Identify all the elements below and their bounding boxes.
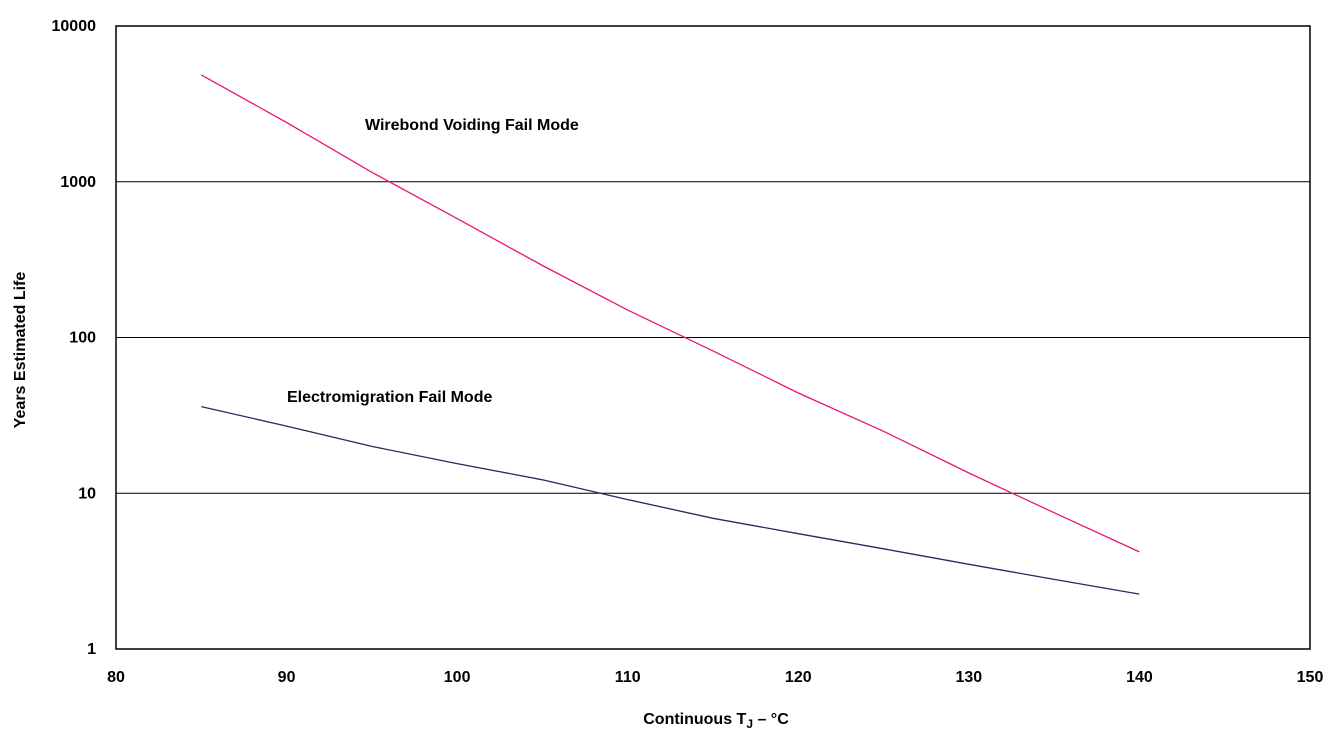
x-tick-label: 130 [956,669,983,686]
x-tick-label: 100 [444,669,471,686]
x-axis-title-suffix: – °C [753,711,789,728]
x-tick-labels: 80 90 100 110 120 130 140 150 [107,669,1323,686]
y-tick-labels: 1 10 100 1000 10000 [52,18,97,658]
grid-lines [116,25,1310,650]
y-tick-label: 10000 [52,18,97,35]
series-group [200,74,1140,595]
y-tick-label: 10 [78,485,96,502]
series-line-wirebond-voiding [200,74,1140,553]
x-tick-label: 120 [785,669,812,686]
y-tick-label: 1000 [60,174,96,191]
x-tick-label: 90 [278,669,296,686]
x-axis-title-subscript: J [746,717,753,731]
y-tick-label: 100 [69,330,96,347]
x-tick-label: 110 [615,669,641,686]
x-axis-title-main: Continuous T [643,711,746,728]
series-label-wirebond-voiding: Wirebond Voiding Fail Mode [365,117,579,134]
x-tick-label: 140 [1126,669,1153,686]
x-axis-title: Continuous TJ – °C [643,711,789,731]
series-label-electromigration: Electromigration Fail Mode [287,389,492,406]
x-tick-label: 80 [107,669,125,686]
y-tick-label: 1 [87,641,96,658]
y-axis-title: Years Estimated Life [12,272,29,429]
series-labels: Wirebond Voiding Fail Mode Electromigrati… [287,117,579,406]
series-line-electromigration [201,405,1140,595]
plot-area-frame [115,25,1311,650]
x-tick-label: 150 [1297,669,1324,686]
